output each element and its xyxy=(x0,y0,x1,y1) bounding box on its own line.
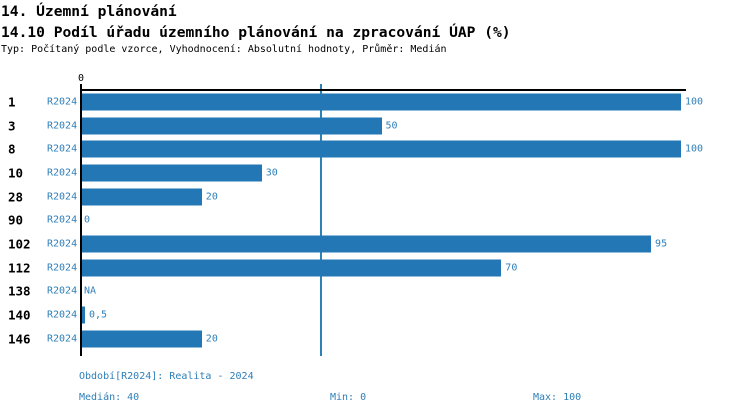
table-row: 10 R2024 30 xyxy=(0,161,750,185)
table-row: 140 R2024 0,5 xyxy=(0,303,750,327)
bar-value-label: 30 xyxy=(265,167,278,179)
bar xyxy=(82,188,202,206)
bar xyxy=(82,93,681,111)
row-category-label: 1 xyxy=(8,94,16,110)
row-series-label: R2024 xyxy=(47,309,78,321)
bar xyxy=(82,235,652,253)
row-series-label: R2024 xyxy=(47,333,78,345)
x-axis-zero-tick-label: 0 xyxy=(77,73,85,84)
bar xyxy=(82,164,262,182)
bar-value-label: 50 xyxy=(385,120,398,132)
table-row: 138 R2024 NA xyxy=(0,280,750,304)
bar-rows-container: 1 R2024 100 3 R2024 50 8 R2024 100 10 R2024 30 28 R20… xyxy=(0,90,750,352)
bar-value-label: 20 xyxy=(205,333,218,345)
row-series-label: R2024 xyxy=(47,167,78,179)
row-category-label: 90 xyxy=(8,212,24,228)
bar-value-label: NA xyxy=(84,285,97,297)
bar xyxy=(82,330,202,348)
bar-value-label: 100 xyxy=(685,96,704,108)
row-series-label: R2024 xyxy=(47,214,78,226)
row-category-label: 138 xyxy=(8,283,31,299)
chart-subtitle: 14.10 Podíl úřadu územního plánování na … xyxy=(1,23,511,41)
table-row: 28 R2024 20 xyxy=(0,185,750,209)
row-category-label: 146 xyxy=(8,331,31,347)
row-category-label: 10 xyxy=(8,165,24,181)
bar-value-label: 20 xyxy=(205,191,218,203)
row-series-label: R2024 xyxy=(47,120,78,132)
table-row: 3 R2024 50 xyxy=(0,114,750,138)
x-axis-line xyxy=(80,89,686,91)
bar-value-label: 70 xyxy=(505,262,518,274)
footer-period-legend: Období[R2024]: Realita - 2024 xyxy=(79,371,254,382)
row-category-label: 112 xyxy=(8,260,31,276)
row-category-label: 28 xyxy=(8,189,24,205)
table-row: 102 R2024 95 xyxy=(0,232,750,256)
chart-title: 14. Územní plánování xyxy=(1,3,177,20)
footer-median-stat: Medián: 40 xyxy=(79,392,140,403)
table-row: 1 R2024 100 xyxy=(0,90,750,114)
row-category-label: 102 xyxy=(8,236,31,252)
footer-max-stat: Max: 100 xyxy=(533,392,582,403)
row-series-label: R2024 xyxy=(47,238,78,250)
bar xyxy=(82,140,681,158)
table-row: 112 R2024 70 xyxy=(0,256,750,280)
row-category-label: 8 xyxy=(8,141,16,157)
y-axis-line xyxy=(80,84,82,356)
footer-min-stat: Min: 0 xyxy=(330,392,367,403)
bar-value-label: 0,5 xyxy=(88,309,108,321)
row-series-label: R2024 xyxy=(47,191,78,203)
row-category-label: 140 xyxy=(8,307,31,323)
row-series-label: R2024 xyxy=(47,143,78,155)
median-gridline xyxy=(320,84,322,356)
row-category-label: 3 xyxy=(8,118,16,134)
table-row: 146 R2024 20 xyxy=(0,327,750,351)
row-series-label: R2024 xyxy=(47,285,78,297)
bar xyxy=(82,306,85,324)
bar-value-label: 95 xyxy=(655,238,668,250)
row-series-label: R2024 xyxy=(47,262,78,274)
table-row: 90 R2024 0 xyxy=(0,209,750,233)
bar-value-label: 100 xyxy=(685,143,704,155)
chart-meta-line: Typ: Počítaný podle vzorce, Vyhodnocení:… xyxy=(1,43,447,55)
bar-value-label: 0 xyxy=(84,214,91,226)
row-series-label: R2024 xyxy=(47,96,78,108)
bar xyxy=(82,259,502,277)
bar xyxy=(82,117,382,135)
table-row: 8 R2024 100 xyxy=(0,137,750,161)
